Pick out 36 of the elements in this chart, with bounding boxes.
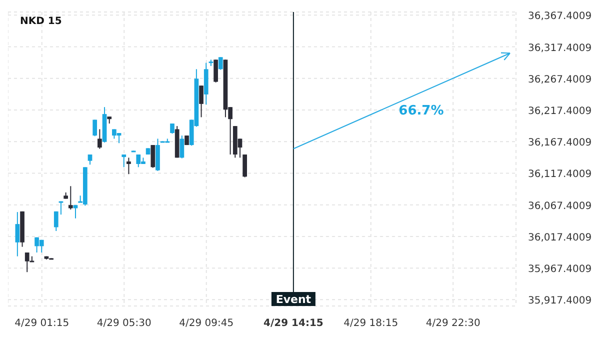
- y-tick-label: 35,967.4009: [528, 264, 592, 276]
- candlestick: [180, 135, 184, 159]
- candlestick: [242, 154, 247, 178]
- x-tick-label: 4/29 18:15: [344, 318, 398, 329]
- y-tick-label: 36,067.4009: [528, 200, 592, 212]
- candlestick: [126, 157, 131, 175]
- x-tick-label: 4/29 22:30: [426, 318, 480, 329]
- y-tick-label: 36,267.4009: [528, 74, 592, 86]
- candlestick: [214, 59, 218, 83]
- chart-title: NKD 15: [20, 16, 62, 27]
- ref-line-label: Event: [276, 293, 312, 306]
- candlestick: [170, 123, 174, 134]
- candlestick: [199, 85, 204, 118]
- candlestick: [98, 128, 102, 150]
- candlestick: [88, 154, 92, 166]
- y-tick-label: 36,017.4009: [528, 232, 592, 244]
- x-tick-label: 4/29 14:15: [264, 318, 324, 329]
- y-tick-label: 36,117.4009: [528, 169, 592, 180]
- candlestick: [150, 144, 156, 168]
- x-tick-label: 4/29 05:30: [96, 318, 152, 329]
- candlestick: [122, 154, 126, 168]
- y-tick-label: 36,217.4009: [528, 106, 592, 117]
- y-tick-label: 36,367.4009: [528, 11, 592, 22]
- annotation: 66.7%: [398, 103, 444, 118]
- y-tick-label: 36,167.4009: [528, 138, 592, 149]
- y-tick-label: 35,917.4009: [528, 296, 592, 307]
- candlestick: [73, 204, 78, 219]
- y-tick-label: 36,317.4009: [528, 42, 592, 54]
- x-tick-label: 4/29 09:45: [179, 318, 234, 329]
- candlestick: [15, 212, 20, 257]
- x-tick-label: 4/29 01:15: [14, 318, 70, 329]
- candlestick: [54, 210, 58, 232]
- candlestick: [58, 200, 64, 216]
- candlestick: [92, 119, 98, 137]
- candlestick: [68, 186, 73, 210]
- candlestick: [218, 56, 223, 70]
